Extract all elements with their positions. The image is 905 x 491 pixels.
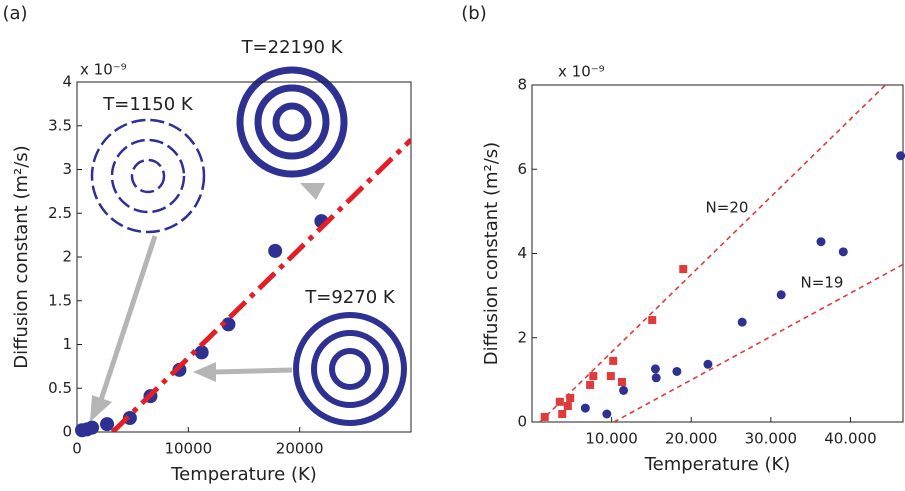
point bbox=[100, 417, 115, 432]
y-tick-label: 8 bbox=[517, 76, 527, 94]
y-tick-label: 4 bbox=[62, 73, 72, 91]
point bbox=[558, 409, 567, 418]
ring-snapshot bbox=[90, 118, 206, 234]
point bbox=[679, 265, 688, 274]
y-tick-label: 1 bbox=[62, 335, 72, 353]
point bbox=[776, 290, 786, 300]
point bbox=[586, 380, 595, 389]
panel-label: (a) bbox=[2, 3, 27, 24]
y-tick-label: 4 bbox=[517, 244, 527, 262]
x-axis-label: Temperature (K) bbox=[644, 454, 791, 475]
point bbox=[737, 317, 747, 327]
panel-label: (b) bbox=[461, 3, 486, 24]
axis-exponent: x 10⁻⁹ bbox=[558, 63, 605, 81]
point bbox=[580, 403, 590, 413]
y-tick-label: 0.5 bbox=[48, 379, 72, 397]
point bbox=[563, 401, 572, 410]
point bbox=[672, 366, 682, 376]
point bbox=[648, 316, 657, 325]
point bbox=[85, 420, 100, 435]
point bbox=[540, 412, 549, 421]
ring-snapshot bbox=[236, 66, 348, 178]
ring-snapshot bbox=[293, 312, 407, 426]
x-tick-label: 30.000 bbox=[745, 430, 798, 448]
y-tick-label: 2 bbox=[517, 328, 527, 346]
point bbox=[896, 151, 905, 161]
x-axis-label: Temperature (K) bbox=[170, 464, 317, 485]
series-label: N=20 bbox=[706, 199, 749, 217]
point bbox=[619, 385, 629, 395]
point bbox=[566, 393, 575, 402]
y-tick-label: 0 bbox=[517, 413, 527, 431]
point bbox=[703, 359, 713, 369]
point bbox=[194, 345, 209, 360]
point bbox=[589, 372, 598, 381]
point bbox=[816, 237, 826, 247]
x-tick-label: 40.000 bbox=[824, 430, 877, 448]
y-tick-label: 6 bbox=[517, 160, 527, 178]
x-tick-label: 10000 bbox=[164, 440, 212, 458]
y-tick-label: 3.5 bbox=[48, 116, 72, 134]
arrow bbox=[90, 183, 325, 422]
y-axis-label: Diffusion constant (m²/s) bbox=[11, 145, 32, 368]
annotation: T=22190 K bbox=[241, 37, 344, 58]
point bbox=[838, 247, 848, 257]
y-tick-label: 0 bbox=[62, 423, 72, 441]
series-label: N=19 bbox=[801, 274, 844, 292]
point bbox=[651, 373, 661, 383]
point bbox=[650, 364, 660, 374]
fit-line bbox=[110, 137, 411, 432]
y-axis-label: Diffusion constant (m²/s) bbox=[481, 142, 502, 365]
point bbox=[268, 243, 283, 258]
y-tick-label: 1.5 bbox=[48, 291, 72, 309]
x-tick-label: 20000 bbox=[276, 440, 324, 458]
annotation: T=1150 K bbox=[102, 94, 194, 115]
y-tick-label: 2 bbox=[62, 248, 72, 266]
point bbox=[606, 372, 615, 381]
y-tick-label: 2.5 bbox=[48, 204, 72, 222]
point bbox=[221, 317, 236, 332]
point bbox=[617, 377, 626, 386]
annotation: T=9270 K bbox=[304, 287, 396, 308]
point bbox=[602, 409, 612, 419]
x-tick-label: 20.000 bbox=[665, 430, 718, 448]
axis-exponent: x 10⁻⁹ bbox=[80, 61, 127, 79]
fit-line bbox=[613, 263, 903, 422]
x-tick-label: 10.000 bbox=[585, 430, 638, 448]
fit-line bbox=[539, 85, 887, 422]
y-tick-label: 3 bbox=[62, 160, 72, 178]
x-tick-label: 0 bbox=[72, 440, 82, 458]
point bbox=[609, 356, 618, 365]
